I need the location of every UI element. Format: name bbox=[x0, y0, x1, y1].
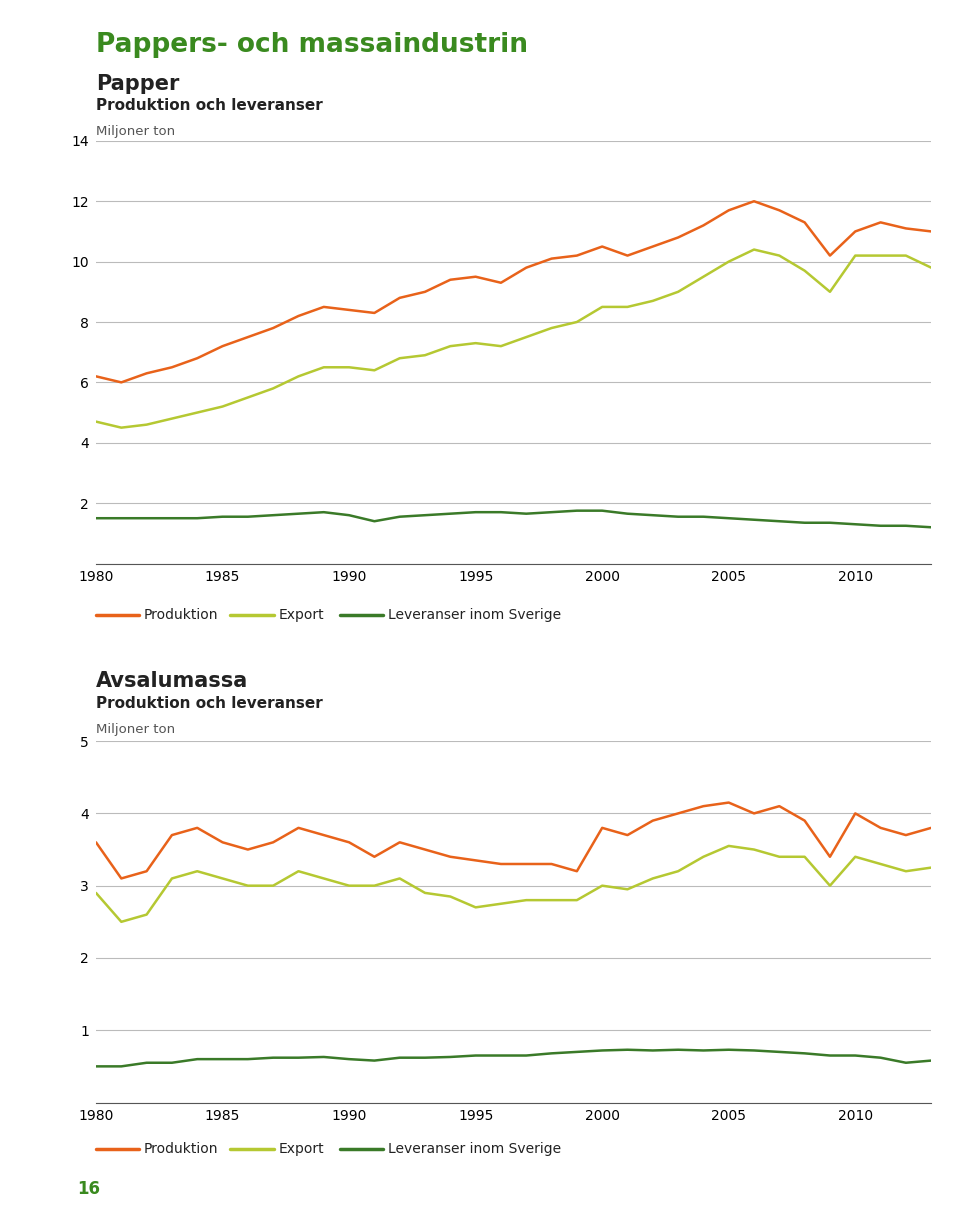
Text: Avsalumassa: Avsalumassa bbox=[96, 671, 249, 691]
Text: 16: 16 bbox=[77, 1180, 100, 1198]
Text: Produktion och leveranser: Produktion och leveranser bbox=[96, 98, 323, 113]
Text: Export: Export bbox=[278, 1142, 324, 1156]
Text: Leveranser inom Sverige: Leveranser inom Sverige bbox=[388, 608, 561, 622]
Text: Papper: Papper bbox=[96, 74, 180, 93]
Text: Miljoner ton: Miljoner ton bbox=[96, 125, 175, 138]
Text: Export: Export bbox=[278, 608, 324, 622]
Text: Produktion: Produktion bbox=[144, 1142, 219, 1156]
Text: Produktion och leveranser: Produktion och leveranser bbox=[96, 696, 323, 710]
Text: Produktion: Produktion bbox=[144, 608, 219, 622]
Text: Leveranser inom Sverige: Leveranser inom Sverige bbox=[388, 1142, 561, 1156]
Text: Miljoner ton: Miljoner ton bbox=[96, 723, 175, 736]
Text: Pappers- och massaindustrin: Pappers- och massaindustrin bbox=[96, 32, 528, 58]
